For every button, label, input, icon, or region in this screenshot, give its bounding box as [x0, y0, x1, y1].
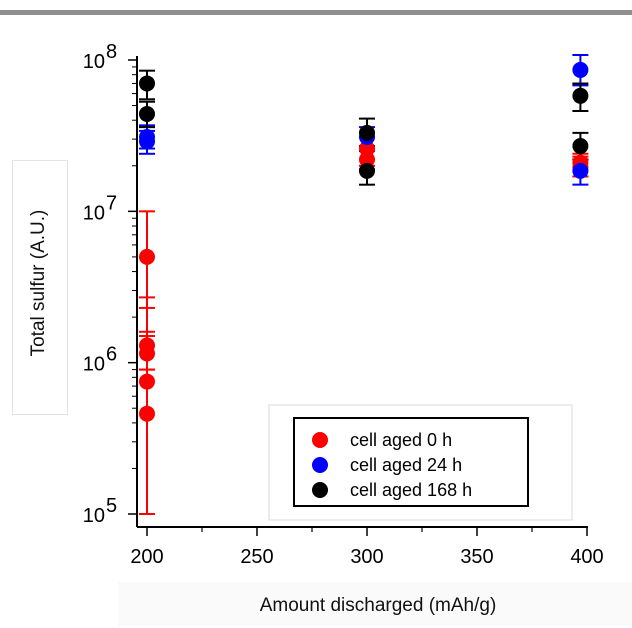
x-tick-label: 400 — [570, 546, 603, 568]
point-cell-aged-168-h — [572, 138, 589, 155]
point-cell-aged-168-h — [359, 124, 375, 141]
y-tick-exponent: 6 — [106, 344, 117, 366]
top-divider — [0, 10, 632, 15]
legend-box — [293, 417, 529, 507]
y-tick-label: 10 — [83, 202, 105, 224]
legend-marker-cell-aged-24-h — [312, 457, 328, 473]
y-tick-exponent: 5 — [106, 495, 117, 517]
y-tick-exponent: 7 — [106, 192, 117, 214]
point-cell-aged-24-h — [572, 162, 589, 179]
y-tick-label: 10 — [83, 354, 105, 376]
legend-label-cell-aged-24-h: cell aged 24 h — [350, 455, 462, 475]
y-tick-label: 10 — [83, 505, 105, 527]
point-cell-aged-168-h — [359, 162, 375, 179]
point-cell-aged-0-h — [139, 248, 155, 265]
axes — [136, 56, 588, 528]
point-cell-aged-24-h — [139, 133, 155, 150]
point-cell-aged-24-h — [572, 61, 589, 78]
point-cell-aged-0-h — [139, 373, 155, 390]
point-cell-aged-0-h — [139, 405, 155, 422]
y-tick-exponent: 8 — [106, 41, 117, 63]
y-tick-label: 10 — [83, 51, 105, 73]
x-axis-label: Amount discharged (mAh/g) — [259, 595, 497, 616]
legend-marker-cell-aged-168-h — [312, 482, 328, 498]
legend: cell aged 0 h cell aged 24 h cell aged 168… — [268, 404, 573, 521]
legend-marker-cell-aged-0-h — [312, 432, 328, 448]
x-tick-label: 200 — [130, 546, 163, 568]
x-tick-label: 250 — [240, 546, 273, 568]
point-cell-aged-0-h — [139, 345, 155, 362]
legend-label-cell-aged-0-h: cell aged 0 h — [350, 430, 452, 450]
point-cell-aged-168-h — [572, 87, 589, 104]
point-cell-aged-0-h — [359, 140, 375, 157]
point-cell-aged-0-h — [359, 151, 375, 168]
y-axis-label-box — [12, 160, 68, 415]
legend-label-cell-aged-168-h: cell aged 168 h — [350, 480, 472, 500]
x-axis-label-box — [118, 582, 632, 626]
point-cell-aged-168-h — [139, 105, 155, 122]
x-tick-label: 350 — [460, 546, 493, 568]
x-tick-label: 300 — [350, 546, 383, 568]
data-points — [139, 61, 589, 422]
point-cell-aged-168-h — [139, 75, 155, 92]
